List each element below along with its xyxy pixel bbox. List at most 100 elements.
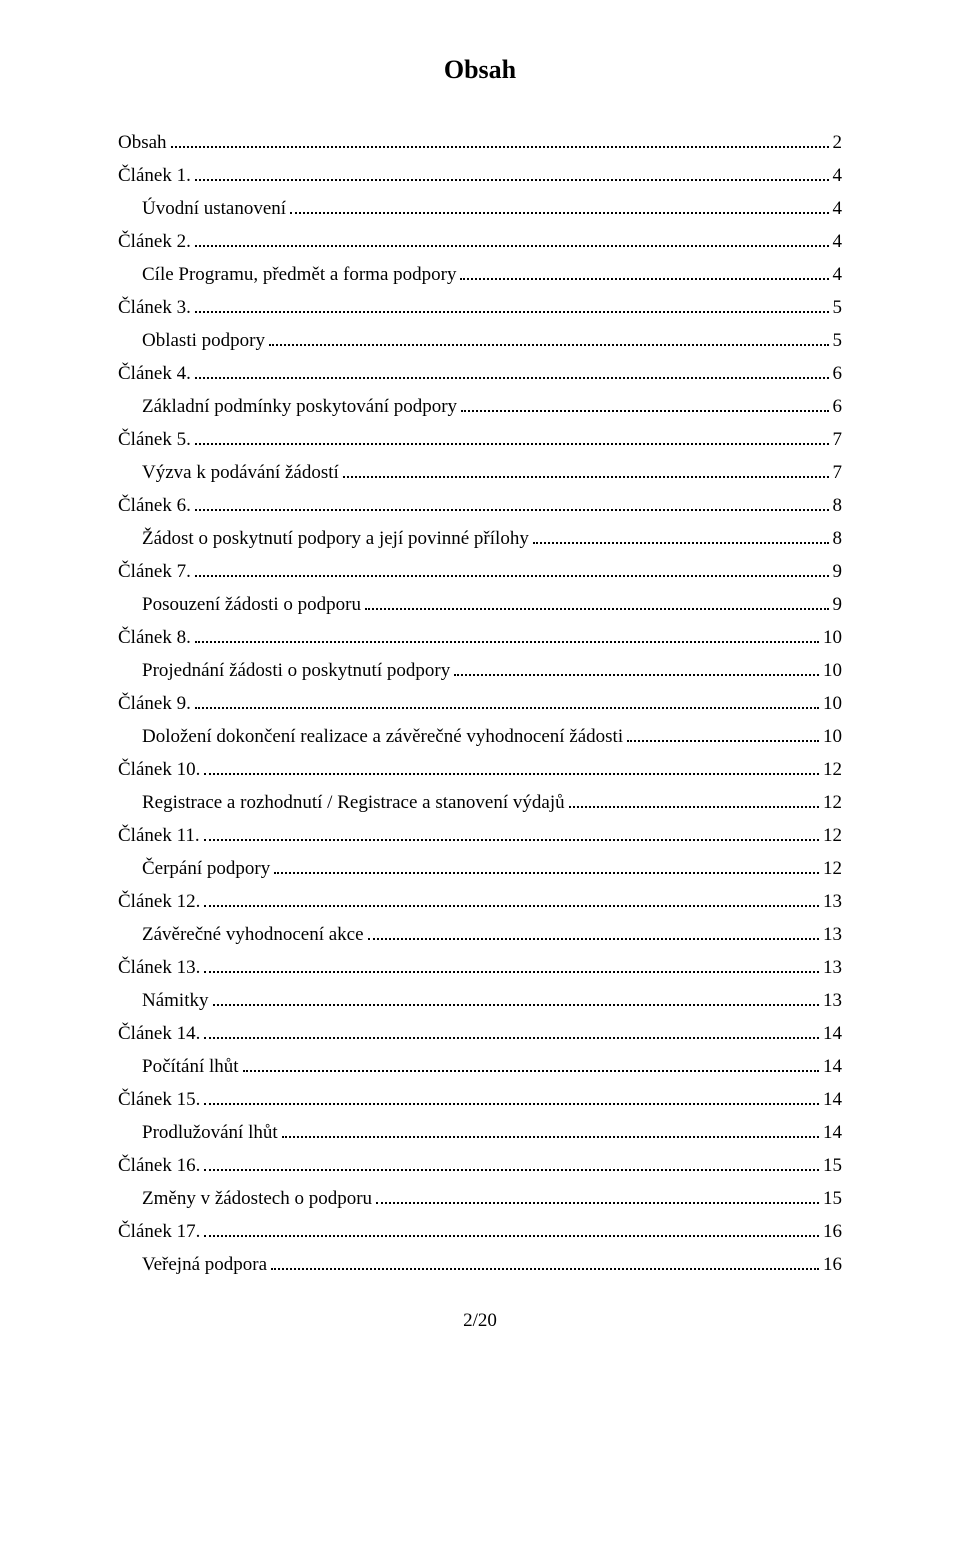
toc-entry: Článek 2.4 [118,232,842,251]
toc-entry: Výzva k podávání žádostí7 [118,463,842,482]
toc-entry-page: 7 [833,463,843,482]
toc-dot-leader [195,179,829,181]
toc-entry-page: 16 [823,1222,842,1241]
toc-dot-leader [368,938,819,940]
toc-entry: Článek 13.13 [118,958,842,977]
toc-entry: Úvodní ustanovení 4 [118,199,842,218]
toc-entry-label: Článek 16. [118,1156,200,1175]
toc-entry-label: Článek 9. [118,694,191,713]
toc-dot-leader [569,806,819,808]
toc-dot-leader [195,509,829,511]
toc-entry-page: 6 [833,364,843,383]
toc-entry-page: 14 [823,1024,842,1043]
toc-entry: Článek 1.4 [118,166,842,185]
table-of-contents: Obsah2 Článek 1.4 Úvodní ustanovení 4 Článek… [118,133,842,1274]
toc-dot-leader [460,278,828,280]
toc-entry-label: Změny v žádostech o podporu [142,1189,372,1208]
toc-entry: Doložení dokončení realizace a závěrečné… [118,727,842,746]
toc-dot-leader [204,773,819,775]
toc-entry-label: Počítání lhůt [142,1057,239,1076]
toc-entry-page: 12 [823,793,842,812]
toc-dot-leader [533,542,829,544]
toc-entry-label: Článek 2. [118,232,191,251]
toc-entry-page: 8 [833,496,843,515]
toc-entry-label: Prodlužování lhůt [142,1123,278,1142]
toc-entry-page: 6 [833,397,843,416]
toc-dot-leader [274,872,819,874]
toc-entry-page: 5 [833,298,843,317]
toc-dot-leader [171,146,829,148]
toc-entry: Závěrečné vyhodnocení akce13 [118,925,842,944]
toc-entry-label: Článek 13. [118,958,200,977]
toc-entry-label: Článek 17. [118,1222,200,1241]
toc-entry-label: Závěrečné vyhodnocení akce [142,925,364,944]
toc-entry-page: 13 [823,892,842,911]
toc-entry: Námitky13 [118,991,842,1010]
toc-entry-page: 9 [833,595,843,614]
toc-entry-label: Úvodní ustanovení [142,199,286,218]
toc-entry-label: Článek 12. [118,892,200,911]
toc-entry-page: 14 [823,1057,842,1076]
toc-dot-leader [204,839,819,841]
toc-entry-label: Článek 11. [118,826,200,845]
toc-entry: Článek 10.12 [118,760,842,779]
toc-entry-page: 4 [833,199,843,218]
toc-dot-leader [204,905,819,907]
toc-entry-page: 7 [833,430,843,449]
toc-entry-label: Článek 15. [118,1090,200,1109]
toc-entry: Článek 6. 8 [118,496,842,515]
document-page: Obsah Obsah2Článek 1.4Úvodní ustanovení4… [0,0,960,1372]
toc-dot-leader [343,476,829,478]
toc-entry-page: 10 [823,628,842,647]
toc-dot-leader [204,1037,819,1039]
toc-dot-leader [204,1169,819,1171]
toc-entry-page: 15 [823,1189,842,1208]
toc-entry: Článek 16.15 [118,1156,842,1175]
toc-entry: Veřejná podpora 16 [118,1255,842,1274]
toc-entry-label: Oblasti podpory [142,331,265,350]
toc-entry: Článek 12. 13 [118,892,842,911]
toc-entry: Článek 15. 14 [118,1090,842,1109]
toc-entry-label: Článek 8. [118,628,191,647]
toc-dot-leader [204,1235,819,1237]
toc-entry-page: 10 [823,694,842,713]
toc-dot-leader [195,575,829,577]
toc-entry-page: 16 [823,1255,842,1274]
toc-entry: Obsah2 [118,133,842,152]
toc-entry-label: Doložení dokončení realizace a závěrečné… [142,727,623,746]
toc-entry-label: Článek 6. [118,496,191,515]
toc-dot-leader [195,311,829,313]
toc-entry-page: 4 [833,265,843,284]
toc-dot-leader [454,674,819,676]
toc-entry-page: 10 [823,661,842,680]
toc-entry-label: Článek 3. [118,298,191,317]
toc-entry: Projednání žádosti o poskytnutí podpory1… [118,661,842,680]
toc-entry: Článek 3. 5 [118,298,842,317]
toc-entry: Čerpání podpory 12 [118,859,842,878]
toc-entry: Počítání lhůt 14 [118,1057,842,1076]
toc-entry-page: 9 [833,562,843,581]
toc-entry: Oblasti podpory 5 [118,331,842,350]
toc-entry-label: Žádost o poskytnutí podpory a její povin… [142,529,529,548]
toc-dot-leader [461,410,828,412]
toc-entry-label: Článek 5. [118,430,191,449]
page-footer: 2/20 [118,1310,842,1332]
toc-dot-leader [365,608,828,610]
toc-entry-label: Článek 10. [118,760,200,779]
toc-entry: Článek 11.12 [118,826,842,845]
toc-dot-leader [243,1070,819,1072]
toc-entry-page: 14 [823,1090,842,1109]
toc-entry: Článek 5. 7 [118,430,842,449]
toc-entry-label: Článek 4. [118,364,191,383]
toc-entry: Článek 9. 10 [118,694,842,713]
toc-dot-leader [269,344,829,346]
toc-entry-page: 5 [833,331,843,350]
toc-dot-leader [195,707,819,709]
toc-entry-label: Veřejná podpora [142,1255,267,1274]
toc-entry-page: 10 [823,727,842,746]
toc-dot-leader [376,1202,819,1204]
toc-dot-leader [204,971,819,973]
toc-entry-label: Čerpání podpory [142,859,270,878]
toc-entry-page: 12 [823,859,842,878]
toc-entry: Změny v žádostech o podporu 15 [118,1189,842,1208]
